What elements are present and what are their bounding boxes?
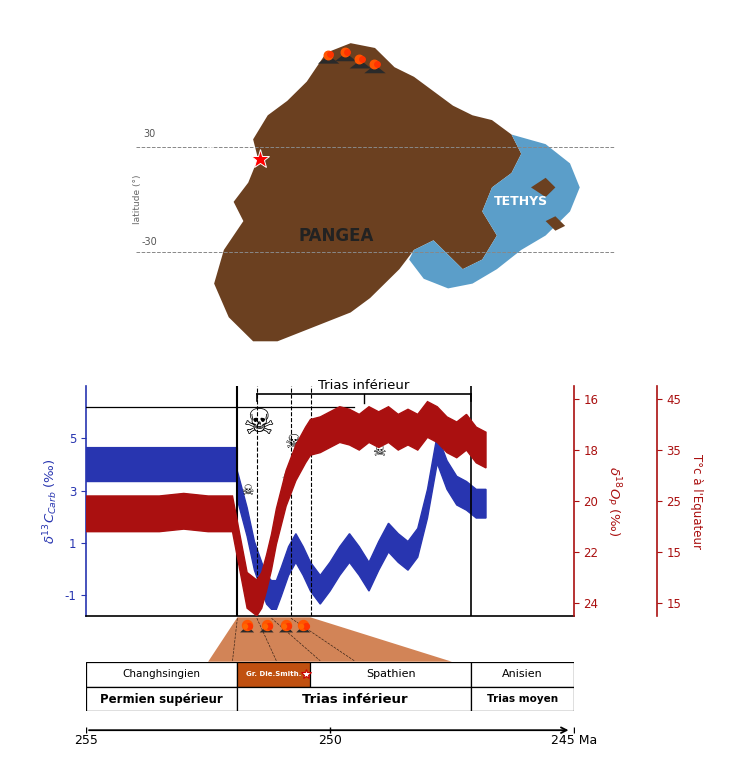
Text: Trias inférieur: Trias inférieur: [319, 379, 410, 392]
Polygon shape: [545, 216, 566, 231]
Text: 250: 250: [318, 734, 342, 747]
Text: latitude (°): latitude (°): [133, 174, 142, 224]
Polygon shape: [208, 617, 452, 662]
Text: ☠: ☠: [241, 483, 254, 498]
Text: -30: -30: [142, 236, 158, 246]
Text: TETHYS: TETHYS: [494, 195, 548, 208]
Text: ☠: ☠: [285, 433, 302, 452]
Text: Gr. Die.Smith.: Gr. Die.Smith.: [246, 671, 302, 677]
Text: Trias moyen: Trias moyen: [487, 694, 558, 704]
Text: Permien supérieur: Permien supérieur: [100, 692, 224, 705]
Polygon shape: [364, 65, 386, 73]
Text: Changhsingien: Changhsingien: [123, 669, 201, 679]
Polygon shape: [410, 135, 580, 288]
Polygon shape: [260, 626, 274, 633]
Polygon shape: [240, 626, 254, 633]
Text: 255: 255: [74, 734, 98, 747]
Bar: [310, 662, 471, 687]
Bar: [86, 662, 237, 687]
Polygon shape: [86, 402, 486, 616]
Bar: [237, 687, 471, 711]
Polygon shape: [86, 435, 486, 609]
Text: PANTHALASSA: PANTHALASSA: [172, 138, 217, 218]
Text: ☠: ☠: [281, 473, 291, 483]
Polygon shape: [279, 626, 293, 633]
Bar: [237, 662, 310, 687]
Text: ☠: ☠: [372, 444, 386, 459]
Bar: [86, 687, 237, 711]
Polygon shape: [318, 55, 340, 63]
Y-axis label: $\delta^{18}O_P$ (‰): $\delta^{18}O_P$ (‰): [604, 466, 622, 536]
Bar: [472, 662, 574, 687]
Polygon shape: [531, 177, 555, 197]
Text: Anisien: Anisien: [503, 669, 543, 679]
Bar: [472, 687, 574, 711]
Text: ☠: ☠: [304, 438, 322, 457]
Y-axis label: T°c à l'Equateur: T°c à l'Equateur: [689, 454, 703, 549]
Polygon shape: [296, 626, 310, 633]
Text: Spathien: Spathien: [366, 669, 416, 679]
Polygon shape: [335, 53, 356, 61]
Y-axis label: $\delta^{13}C_{Carb}$ (‰): $\delta^{13}C_{Carb}$ (‰): [42, 458, 61, 544]
Text: PANGEA: PANGEA: [298, 226, 374, 245]
Polygon shape: [350, 60, 371, 68]
Polygon shape: [214, 43, 521, 341]
Text: 245 Ma: 245 Ma: [550, 734, 597, 747]
Text: ☠: ☠: [243, 407, 275, 441]
Text: Trias inférieur: Trias inférieur: [302, 692, 407, 705]
Text: 30: 30: [143, 129, 156, 139]
